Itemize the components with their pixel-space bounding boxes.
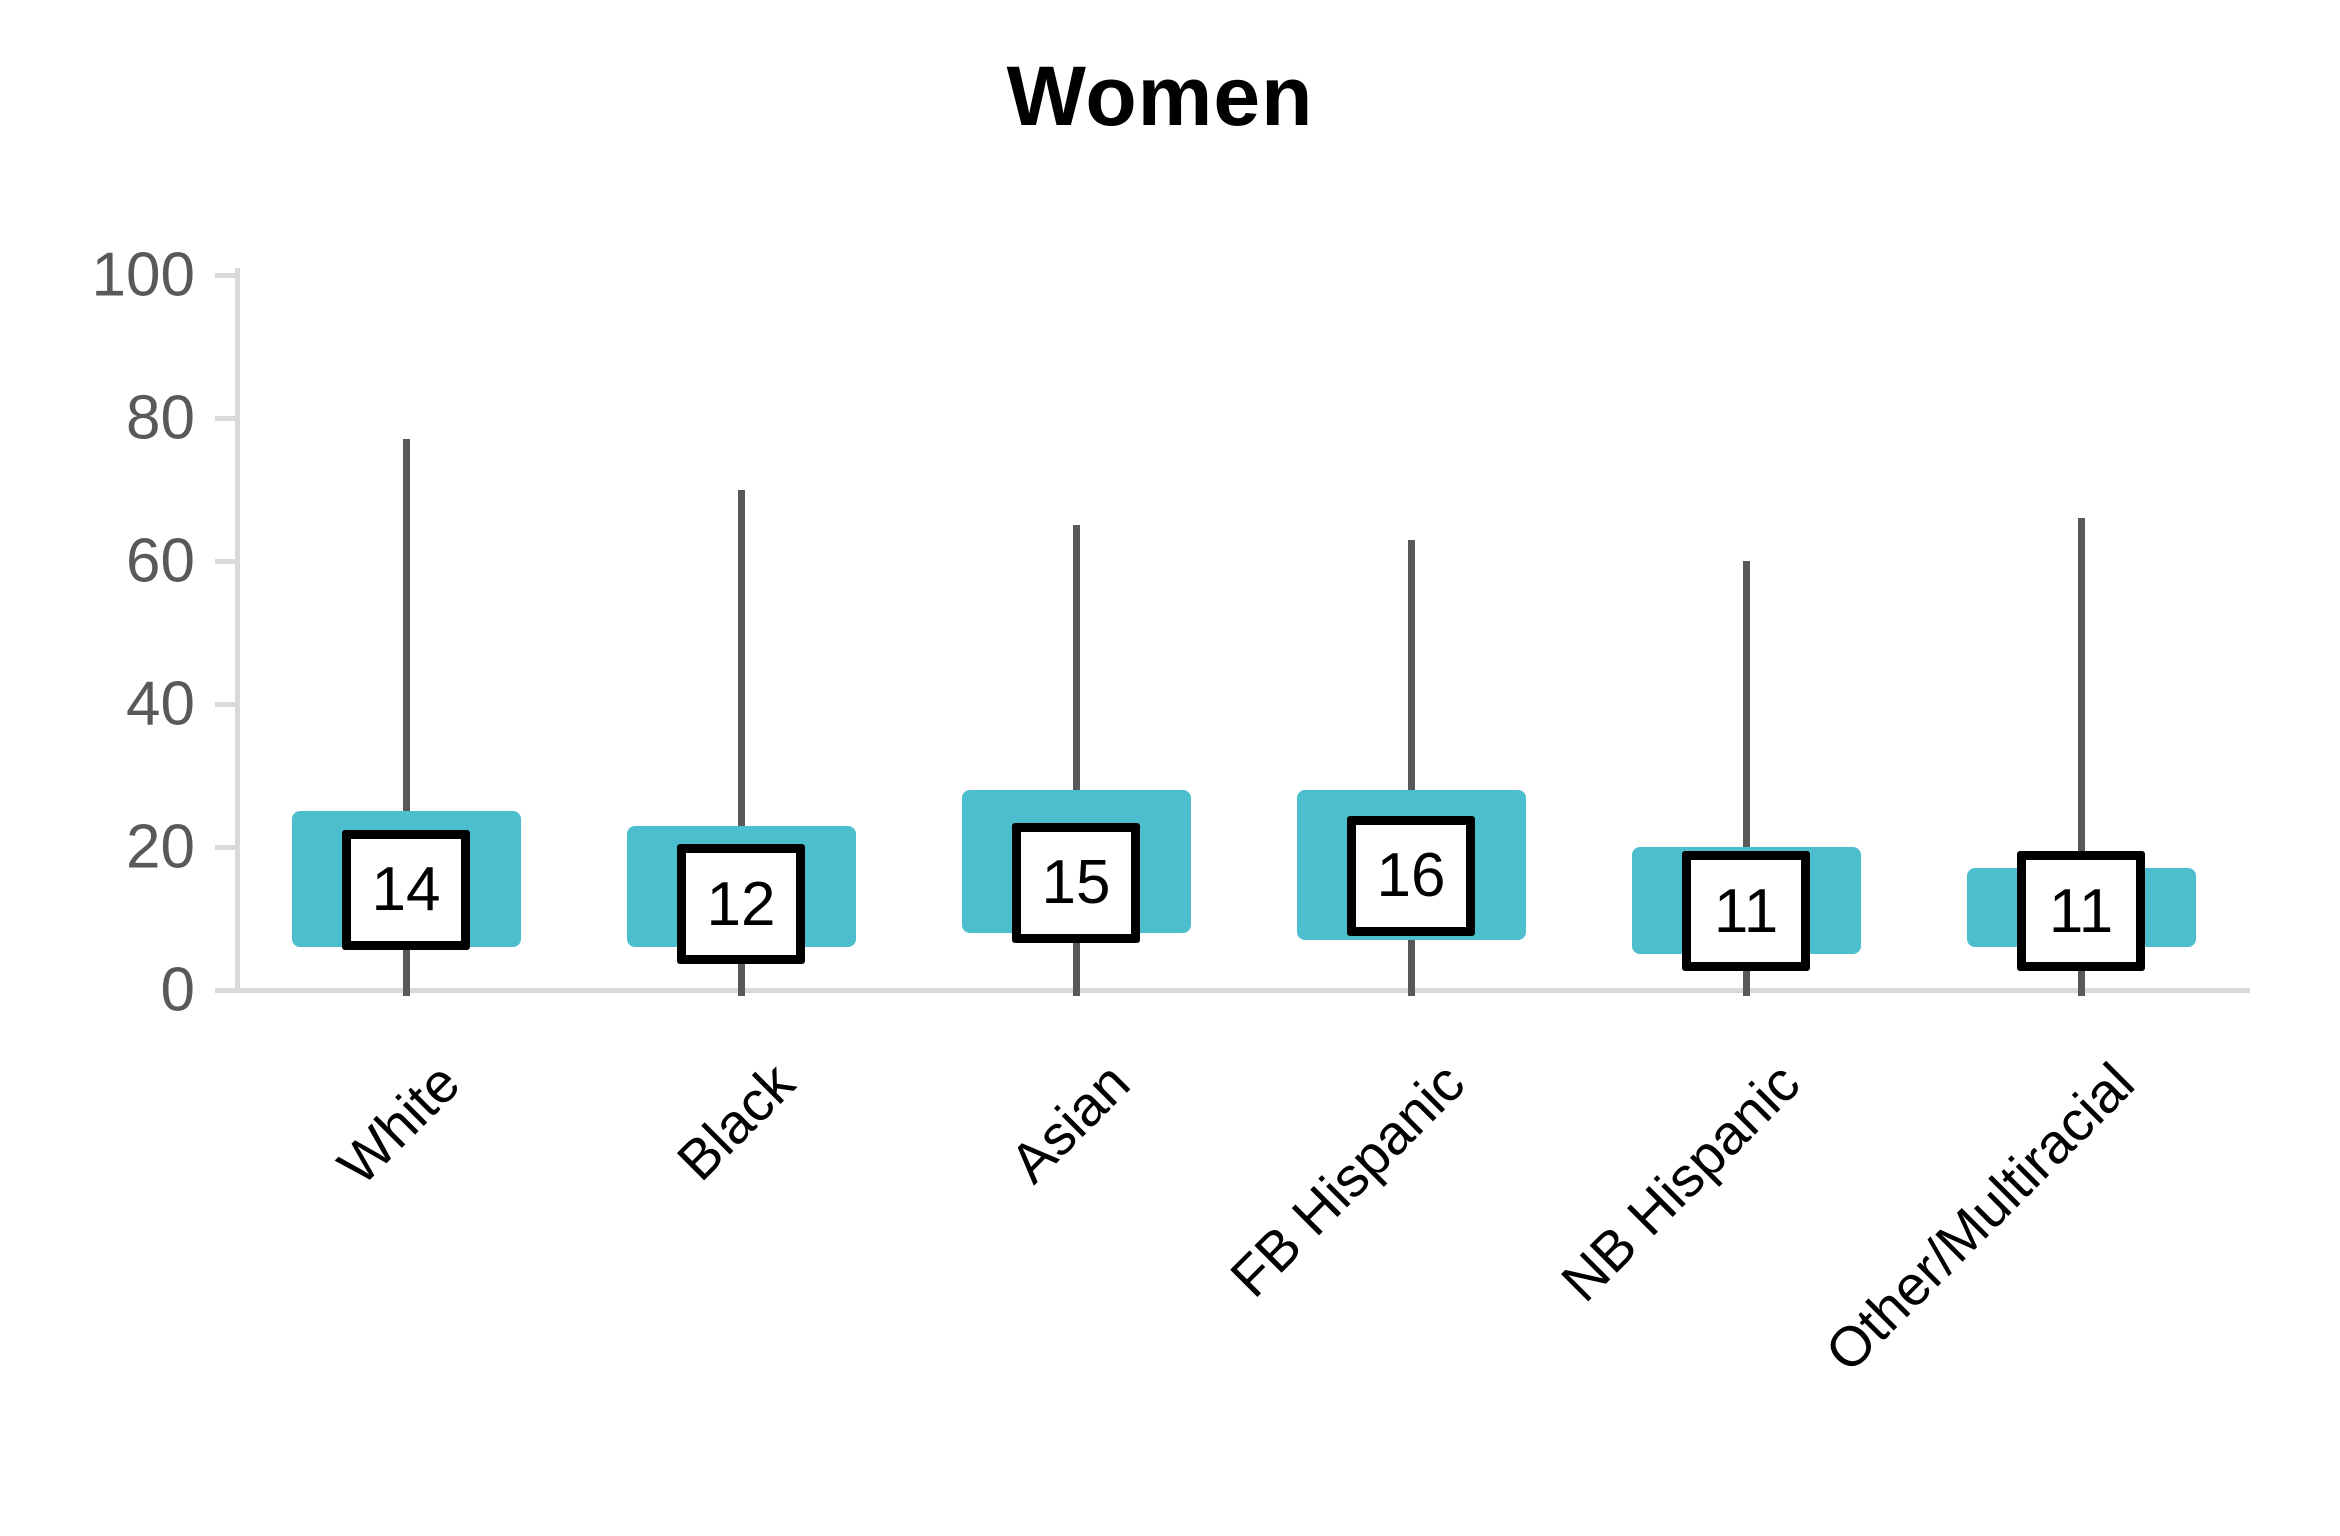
whisker: [738, 489, 745, 996]
y-axis-tick: [215, 702, 237, 707]
median-value-label: 11: [2017, 851, 2145, 972]
y-axis-tick: [215, 988, 237, 993]
whisker: [1073, 525, 1080, 996]
y-axis-line: [235, 268, 240, 990]
median-value-label: 14: [342, 829, 470, 950]
y-axis-tick-label: 60: [126, 526, 195, 596]
x-category-label: Black: [664, 1050, 807, 1193]
y-axis-tick: [215, 416, 237, 421]
x-axis-line: [237, 988, 2250, 993]
median-value-label: 12: [677, 844, 805, 965]
y-axis-tick-label: 20: [126, 812, 195, 882]
median-value-label: 11: [1682, 851, 1810, 972]
x-category-label: Asian: [997, 1050, 1142, 1195]
whisker: [2078, 518, 2085, 996]
y-axis-tick-label: 0: [160, 955, 195, 1025]
median-value-label: 15: [1012, 822, 1140, 943]
whisker: [1743, 561, 1750, 996]
x-category-label: Other/Multiracial: [1813, 1050, 2147, 1384]
chart-title: Women: [1006, 49, 1314, 143]
median-value-label: 16: [1347, 815, 1475, 936]
whisker: [1408, 539, 1415, 996]
y-axis-tick-label: 40: [126, 669, 195, 739]
y-axis-tick-label: 80: [126, 383, 195, 453]
x-category-label: White: [325, 1050, 472, 1197]
x-category-label: FB Hispanic: [1218, 1050, 1477, 1309]
whisker: [403, 439, 410, 996]
y-axis-tick: [215, 273, 237, 278]
y-axis-tick-label: 100: [91, 240, 195, 310]
y-axis-tick: [215, 559, 237, 564]
x-category-label: NB Hispanic: [1548, 1050, 1812, 1314]
y-axis-tick: [215, 845, 237, 850]
